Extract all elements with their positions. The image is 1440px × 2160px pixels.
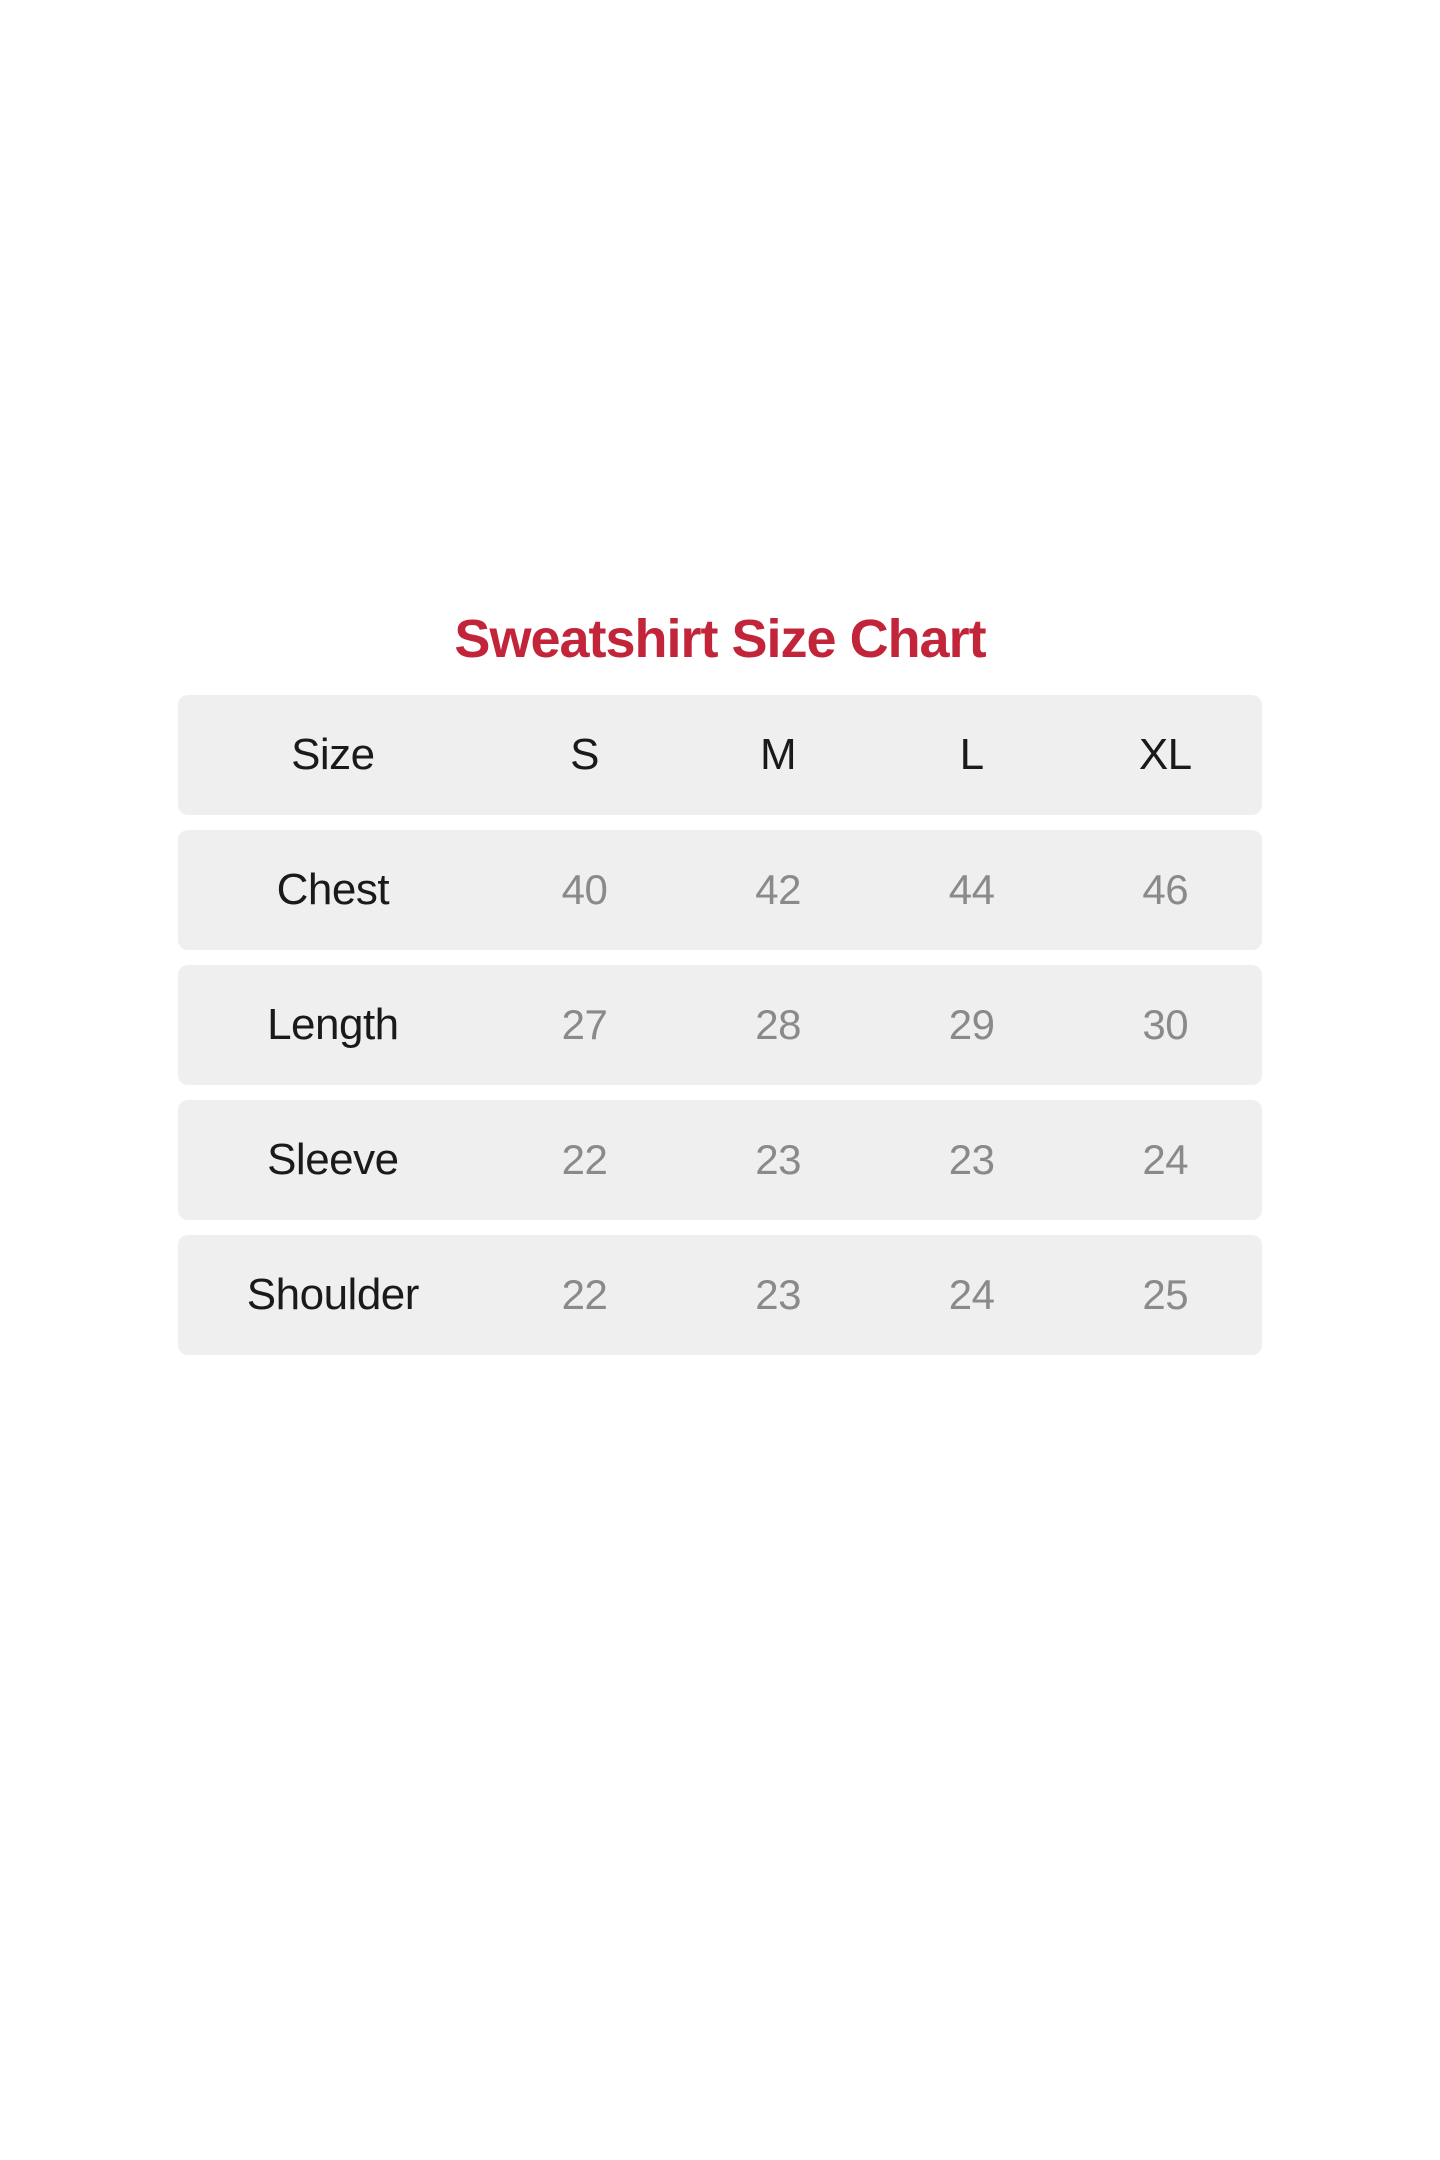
row-label: Chest (276, 865, 390, 915)
column-header-s: S (570, 730, 599, 780)
table-row-chest: Chest 40 42 44 46 (178, 830, 1262, 951)
size-chart-table: Size S M L XL Chest 40 42 44 46 Length 2… (178, 695, 1262, 1356)
cell-value: 40 (561, 866, 608, 914)
cell-value: 23 (755, 1136, 801, 1184)
column-header-size: Size (291, 730, 375, 780)
cell-value: 25 (1142, 1271, 1189, 1319)
row-label: Shoulder (246, 1270, 420, 1320)
table-row-sleeve: Sleeve 22 23 23 24 (178, 1100, 1262, 1221)
cell-value: 23 (948, 1136, 995, 1184)
row-label: Sleeve (267, 1135, 399, 1185)
row-label: Length (267, 1000, 399, 1050)
column-header-xl: XL (1138, 730, 1192, 780)
cell-value: 23 (755, 1271, 801, 1319)
cell-value: 30 (1142, 1001, 1189, 1049)
cell-value: 44 (948, 866, 995, 914)
cell-value: 24 (948, 1271, 995, 1319)
table-row-length: Length 27 28 29 30 (178, 965, 1262, 1086)
column-header-l: L (959, 730, 984, 780)
table-header-row: Size S M L XL (178, 695, 1262, 816)
cell-value: 42 (755, 866, 801, 914)
cell-value: 28 (755, 1001, 801, 1049)
cell-value: 46 (1142, 866, 1189, 914)
cell-value: 22 (561, 1136, 608, 1184)
page-title: Sweatshirt Size Chart (454, 609, 986, 669)
cell-value: 24 (1142, 1136, 1189, 1184)
table-row-shoulder: Shoulder 22 23 24 25 (178, 1235, 1262, 1356)
column-header-m: M (760, 730, 797, 780)
cell-value: 29 (948, 1001, 995, 1049)
cell-value: 22 (561, 1271, 608, 1319)
cell-value: 27 (561, 1001, 608, 1049)
size-chart-content: Sweatshirt Size Chart Size S M L XL Ches… (0, 609, 1440, 1356)
